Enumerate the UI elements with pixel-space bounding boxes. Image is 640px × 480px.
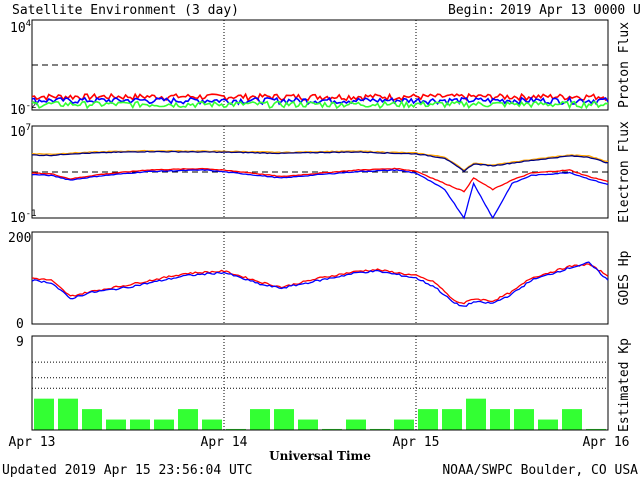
kp-ytick-top: 9 [16, 335, 24, 350]
kp-bar [418, 409, 438, 430]
proton-ytick-bottom: 10-2 [10, 101, 37, 118]
xtick-apr13: Apr 13 [9, 435, 56, 450]
kp-bar [250, 409, 270, 430]
series-line-0 [31, 263, 609, 305]
electron-frame [31, 125, 609, 219]
series-line-2 [31, 167, 609, 193]
kp-bar [154, 419, 174, 430]
kp-bar [490, 409, 510, 430]
electron-ytick-top: 107 [10, 123, 31, 140]
goes-hp-ylabel: GOES Hp [617, 250, 632, 305]
kp-bar [514, 409, 534, 430]
xtick-apr15: Apr 15 [393, 435, 440, 450]
kp-bar [370, 428, 390, 430]
begin-label: Begin: [448, 3, 495, 18]
kp-bar [466, 398, 486, 430]
series-line-2 [31, 99, 609, 110]
xtick-apr16: Apr 16 [583, 435, 630, 450]
kp-bar [538, 419, 558, 430]
kp-bar [586, 428, 606, 430]
kp-ylabel: Estimated Kp [617, 338, 632, 432]
kp-bar [130, 419, 150, 430]
electron-ytick-bottom: 10-1 [10, 209, 37, 226]
kp-bar [82, 409, 102, 430]
electron-flux-panel: 107 10-1 Electron Flux [10, 121, 632, 226]
kp-bar [106, 419, 126, 430]
updated-timestamp: Updated 2019 Apr 15 23:56:04 UTC [2, 463, 252, 478]
kp-bar [34, 398, 54, 430]
goes-hp-ytick-bottom: 0 [16, 317, 24, 332]
proton-flux-panel: 104 10-2 Proton Flux [10, 19, 632, 118]
chart-title: Satellite Environment (3 day) [12, 3, 239, 18]
credit-text: NOAA/SWPC Boulder, CO USA [442, 463, 638, 478]
kp-frame [31, 335, 609, 431]
series-line-3 [31, 169, 609, 220]
proton-ytick-top: 104 [10, 19, 31, 36]
goes-hp-ytick-top: 200 [8, 231, 31, 246]
kp-bar [442, 409, 462, 430]
kp-bar [346, 419, 366, 430]
kp-bar [322, 428, 342, 430]
kp-bar [178, 409, 198, 430]
kp-bar [394, 419, 414, 430]
kp-bar [298, 419, 318, 430]
goes-hp-panel: 200 0 GOES Hp [8, 231, 632, 332]
series-line-1 [32, 150, 608, 173]
x-axis-label: Universal Time [269, 449, 371, 463]
kp-bar [562, 409, 582, 430]
kp-bar [58, 398, 78, 430]
series-line-0 [31, 92, 609, 102]
kp-bar [202, 419, 222, 430]
xtick-apr14: Apr 14 [201, 435, 248, 450]
begin-value: 2019 Apr 13 0000 UTC [500, 3, 640, 18]
kp-bar [226, 428, 246, 430]
series-line-1 [31, 261, 609, 307]
kp-bar [274, 409, 294, 430]
kp-panel: 9 Estimated Kp [16, 335, 632, 432]
series-line-0 [31, 149, 609, 171]
proton-ylabel: Proton Flux [617, 22, 632, 108]
goes-hp-frame [31, 231, 609, 325]
electron-ylabel: Electron Flux [617, 121, 632, 223]
